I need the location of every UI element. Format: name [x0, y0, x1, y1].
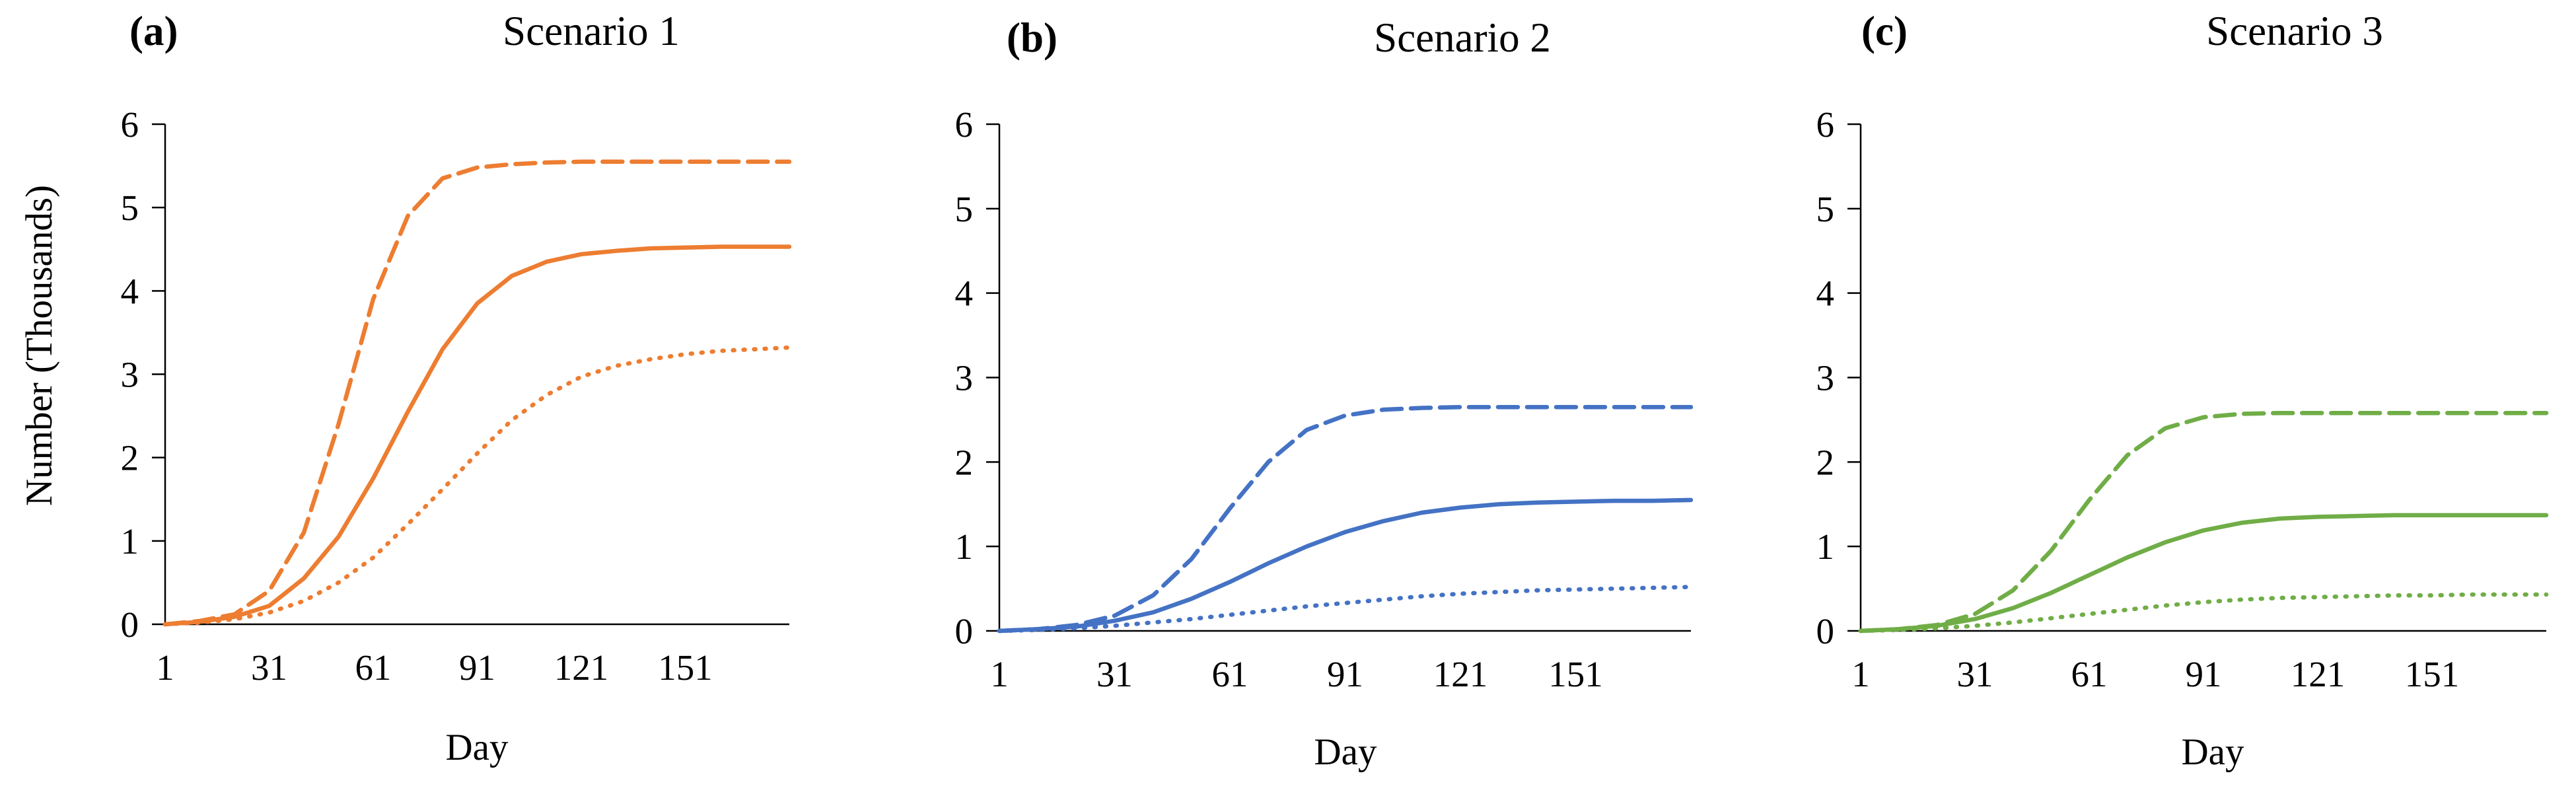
panel-c-xlabel: Day — [2182, 731, 2244, 773]
panel-a-x-tick-label: 1 — [156, 647, 174, 688]
panel-b-x-tick-label: 91 — [1327, 654, 1363, 694]
panel-a-series-central — [162, 244, 792, 627]
panel-a-series-lower — [162, 345, 792, 627]
panel-c-label: (c) — [1861, 8, 1908, 54]
panel-a-x-tick-label: 91 — [459, 647, 495, 688]
panel-b-x-tick-label: 1 — [990, 654, 1009, 694]
panel-a-xlabel: Day — [446, 727, 509, 768]
panel-b-y-tick-label: 2 — [955, 442, 974, 482]
panel-b-xlabel: Day — [1314, 731, 1377, 773]
panel-b-label: (b) — [1007, 15, 1057, 61]
panel-c-series-central — [1858, 513, 2549, 634]
panel-b-y-tick-label: 3 — [955, 358, 974, 398]
panel-a-label: (a) — [129, 8, 178, 54]
panel-a-ylabel: Number (Thousands) — [18, 185, 60, 506]
panel-b-series-upper — [997, 404, 1694, 634]
panel-c-y-tick-label: 3 — [1816, 358, 1835, 398]
panel-c-y-tick-label: 1 — [1816, 527, 1835, 567]
panel-b-y-tick-label: 1 — [955, 527, 974, 567]
panel-b-x-tick-label: 151 — [1548, 654, 1603, 694]
panel-c-x-tick-label: 31 — [1957, 654, 1993, 694]
panel-b-series-central — [997, 497, 1694, 634]
panel-a-y-tick-label: 1 — [121, 521, 139, 562]
panel-a-x-tick-label: 61 — [355, 647, 392, 688]
panel-c-x-tick-label: 151 — [2405, 654, 2460, 694]
panel-c-y-tick-label: 2 — [1816, 442, 1835, 482]
panel-a-y-tick-label: 3 — [121, 355, 139, 395]
panel-b-series-lower — [997, 585, 1694, 634]
panel-a-y-tick-label: 4 — [121, 271, 139, 311]
panel-a-y-tick-label: 5 — [121, 188, 139, 228]
panel-b-y-tick-label: 0 — [955, 611, 974, 651]
panel-c-title: Scenario 3 — [2206, 8, 2383, 54]
panel-a-x-tick-label: 151 — [658, 647, 713, 688]
panel-c-x-tick-label: 121 — [2291, 654, 2345, 694]
panel-b-y-tick-label: 5 — [955, 189, 974, 229]
panel-c-y-tick-label: 5 — [1816, 189, 1835, 229]
panel-c-x-tick-label: 91 — [2186, 654, 2222, 694]
panel-b-title: Scenario 2 — [1374, 15, 1551, 61]
panel-b-y-tick-label: 4 — [955, 273, 974, 314]
panel-a-x-tick-label: 121 — [554, 647, 609, 688]
panel-c-series-lower — [1858, 592, 2549, 634]
panel-a-x-tick-label: 31 — [251, 647, 287, 688]
panel-b-x-tick-label: 121 — [1433, 654, 1488, 694]
panel-a-y-tick-label: 6 — [121, 104, 139, 145]
panel-b-x-tick-label: 61 — [1212, 654, 1248, 694]
panel-a-y-tick-label: 0 — [121, 604, 139, 645]
panel-b-x-tick-label: 31 — [1096, 654, 1133, 694]
panel-c-y-tick-label: 0 — [1816, 611, 1835, 651]
panel-a: (a) Scenario 1 Number (Thousands) Day 01… — [18, 8, 792, 768]
panel-a-title: Scenario 1 — [503, 8, 680, 54]
panel-a-y-tick-label: 2 — [121, 438, 139, 478]
panel-c-y-tick-label: 6 — [1816, 104, 1835, 145]
panel-c-y-tick-label: 4 — [1816, 273, 1835, 314]
panel-a-series-upper — [162, 159, 792, 627]
panel-c-x-tick-label: 1 — [1851, 654, 1870, 694]
panel-b-y-tick-label: 6 — [955, 104, 974, 145]
panel-c-x-tick-label: 61 — [2071, 654, 2108, 694]
panel-c-series-upper — [1858, 410, 2549, 634]
